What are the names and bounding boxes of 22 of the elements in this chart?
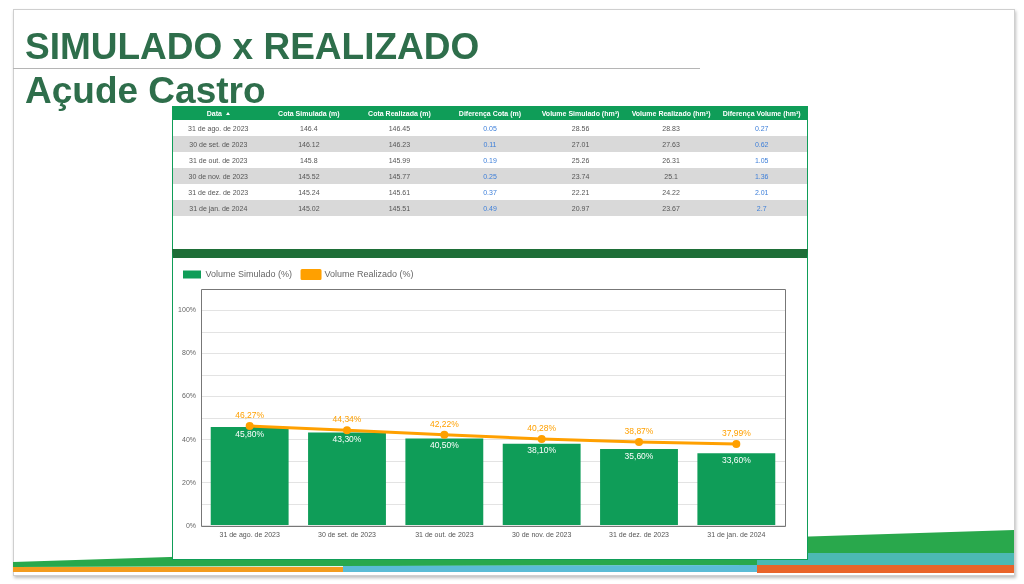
data-label: 37,99%	[721, 427, 752, 438]
data-label: 46,27%	[235, 410, 265, 421]
bar	[697, 453, 776, 526]
data-label: 35,60%	[624, 450, 654, 461]
data-label: 43,30%	[332, 434, 362, 445]
bar	[308, 432, 386, 526]
data-label: 38,10%	[527, 445, 557, 456]
bar	[405, 438, 484, 526]
data-label: 38,87%	[624, 426, 654, 437]
data-label: 44,34%	[332, 414, 362, 425]
data-label: 40,50%	[429, 440, 460, 451]
data-label: 45,80%	[235, 428, 265, 439]
bar	[502, 443, 581, 526]
data-label: 42,22%	[429, 418, 460, 429]
bar	[600, 449, 678, 526]
legend-label: Volume Realizado (%)	[324, 268, 414, 279]
chart-subtitle: Açude Castro	[25, 70, 266, 111]
data-label: 40,28%	[527, 423, 557, 434]
chart-title: SIMULADO x REALIZADO	[25, 26, 480, 67]
bar	[210, 427, 289, 526]
legend-label: Volume Simulado (%)	[205, 268, 293, 279]
data-label: 33,60%	[721, 454, 752, 465]
